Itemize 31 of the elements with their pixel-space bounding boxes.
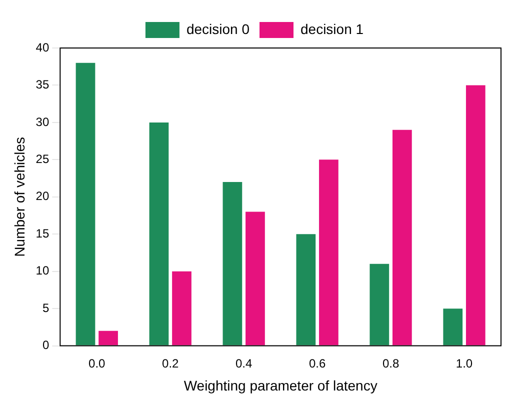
y-tick-label: 30: [36, 114, 50, 129]
x-tick-label: 0.0: [88, 356, 106, 370]
y-tick-label: 10: [36, 264, 50, 278]
x-tick-label: 0.8: [382, 356, 400, 370]
y-tick-label: 40: [36, 40, 50, 54]
bar: [149, 122, 169, 346]
y-axis-title: Number of vehicles: [11, 136, 28, 257]
bar: [246, 212, 265, 346]
x-axis-title: Weighting parameter of latency: [184, 377, 378, 394]
legend-label: decision 1: [300, 20, 364, 37]
x-tick-label: 0.2: [162, 356, 180, 370]
bar: [392, 130, 412, 346]
bar: [76, 62, 96, 346]
legend-label: decision 0: [186, 20, 250, 37]
bar: [296, 234, 316, 346]
bar: [172, 271, 192, 346]
bar: [98, 330, 118, 346]
bar: [466, 85, 486, 346]
y-tick-label: 25: [36, 152, 50, 166]
y-tick-label: 15: [36, 226, 50, 240]
x-tick-label: 0.6: [308, 356, 326, 370]
y-tick-label: 35: [36, 78, 50, 92]
bar: [319, 160, 338, 346]
bar: [443, 308, 463, 346]
y-tick-label: 5: [42, 300, 50, 315]
bar: [370, 264, 390, 346]
x-tick-label: 1.0: [456, 356, 473, 370]
bar: [222, 182, 242, 346]
y-tick-label: 0: [42, 338, 50, 352]
y-tick-label: 20: [36, 189, 50, 204]
x-tick-label: 0.4: [235, 356, 252, 370]
